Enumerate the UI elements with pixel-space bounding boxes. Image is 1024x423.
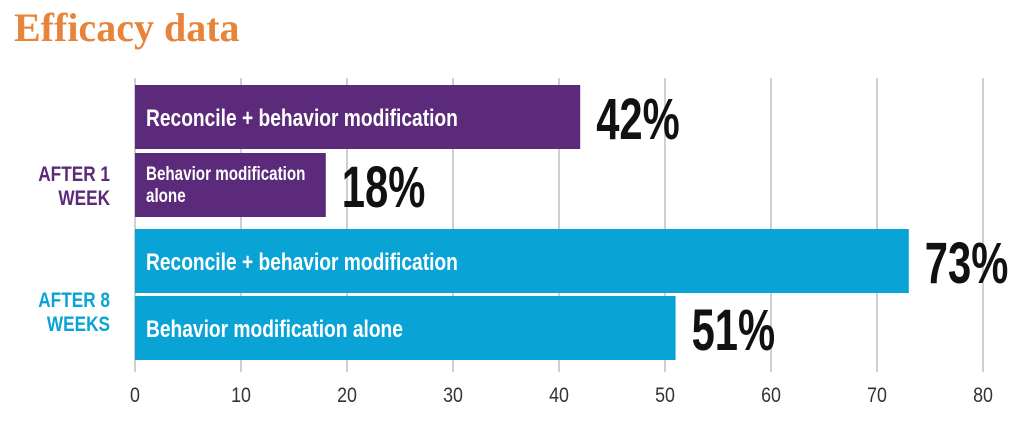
x-tick-label: 50: [655, 384, 675, 408]
x-tick-label: 30: [443, 384, 463, 408]
bar-label: Reconcile + behavior modification: [146, 248, 458, 276]
value-label: 73%: [925, 230, 1009, 295]
x-tick-label: 10: [231, 384, 251, 408]
bar: [135, 153, 326, 217]
bar: [135, 296, 676, 360]
x-tick-label: 0: [130, 384, 140, 408]
bar-label: Behavior modification: [146, 162, 305, 184]
group-label-line: AFTER 1: [38, 163, 110, 186]
bar-label: alone: [146, 184, 186, 206]
group-label-week-1: AFTER 1 WEEK: [20, 163, 110, 211]
bar: [135, 229, 909, 293]
bar: [135, 85, 581, 149]
value-label: 51%: [692, 297, 776, 362]
x-tick-label: 70: [867, 384, 887, 408]
x-tick-label: 20: [337, 384, 357, 408]
value-label: 42%: [596, 86, 680, 151]
page-title: Efficacy data: [14, 5, 240, 50]
group-label-week-8: AFTER 8 WEEKS: [20, 289, 110, 337]
group-label-line: WEEK: [58, 187, 110, 210]
group-label-line: WEEKS: [46, 313, 110, 336]
x-tick-label: 40: [549, 384, 569, 408]
x-tick-label: 60: [761, 384, 781, 408]
group-label-line: AFTER 8: [38, 289, 110, 312]
x-tick-label: 80: [973, 384, 993, 408]
bar-label: Behavior modification alone: [146, 315, 403, 343]
value-label: 18%: [342, 154, 426, 219]
bar-label: Reconcile + behavior modification: [146, 104, 458, 132]
